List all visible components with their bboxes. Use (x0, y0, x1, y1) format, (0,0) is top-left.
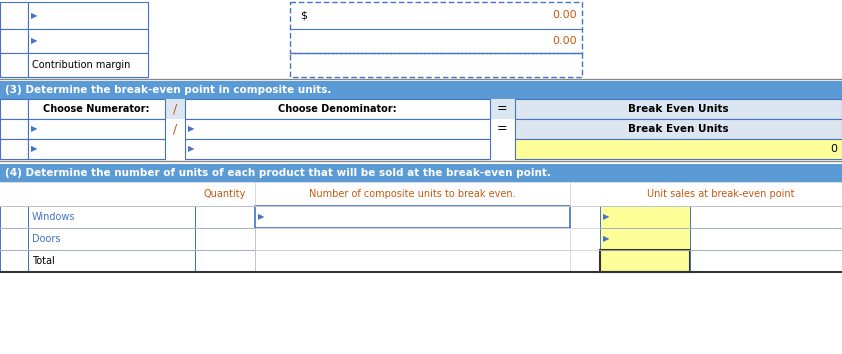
Bar (28, 29, 148, 53)
Bar (0, 228, 28, 250)
Text: $: $ (300, 11, 307, 21)
Text: Number of composite units to break even.: Number of composite units to break even. (309, 189, 515, 199)
Text: ▶: ▶ (31, 125, 38, 133)
Bar (185, 119, 490, 139)
Bar (0, 228, 842, 250)
Text: ▶: ▶ (188, 125, 195, 133)
Bar (0, 119, 28, 139)
Bar (290, 2, 582, 53)
Bar (185, 139, 490, 159)
Bar (0, 164, 842, 182)
Bar (0, 206, 28, 228)
Text: ▶: ▶ (31, 36, 38, 46)
Text: Windows: Windows (32, 212, 76, 222)
Bar (195, 228, 255, 250)
Text: ▶: ▶ (31, 11, 38, 20)
Bar (28, 228, 195, 250)
Text: Break Even Units: Break Even Units (627, 104, 728, 114)
Bar (255, 206, 570, 228)
Bar (0, 99, 28, 119)
Text: Total: Total (32, 256, 55, 266)
Text: Break Even Units: Break Even Units (627, 124, 728, 134)
Bar (28, 250, 195, 272)
Bar (0, 250, 28, 272)
Text: ▶: ▶ (188, 144, 195, 154)
Bar (195, 250, 255, 272)
Bar (290, 53, 582, 77)
Text: (3) Determine the break-even point in composite units.: (3) Determine the break-even point in co… (5, 85, 332, 95)
Bar (185, 99, 490, 119)
Text: 0: 0 (830, 144, 837, 154)
Bar (0, 53, 28, 77)
Text: Doors: Doors (32, 234, 61, 244)
Bar (0, 99, 842, 119)
Text: =: = (497, 122, 508, 136)
Bar (600, 228, 690, 250)
Bar (600, 206, 690, 228)
Text: ▶: ▶ (603, 234, 610, 244)
Text: (4) Determine the number of units of each product that will be sold at the break: (4) Determine the number of units of eac… (5, 168, 551, 178)
Bar (690, 206, 842, 228)
Text: ▶: ▶ (603, 212, 610, 222)
Bar (515, 119, 842, 139)
Bar (600, 250, 690, 272)
Text: ▶: ▶ (258, 212, 264, 222)
Bar (690, 250, 842, 272)
Bar (515, 99, 842, 119)
Bar (255, 228, 570, 250)
Text: Contribution margin: Contribution margin (32, 60, 131, 70)
Text: Unit sales at break-even point: Unit sales at break-even point (647, 189, 795, 199)
Text: 0.00: 0.00 (552, 36, 577, 46)
Text: =: = (497, 103, 508, 115)
Text: 0.00: 0.00 (552, 11, 577, 21)
Bar (195, 206, 255, 228)
Text: ▶: ▶ (31, 144, 38, 154)
Bar (28, 139, 165, 159)
Bar (0, 81, 842, 99)
Text: /: / (173, 103, 177, 115)
Bar (0, 206, 842, 228)
Bar (0, 139, 28, 159)
Bar (28, 2, 148, 29)
Bar (28, 119, 165, 139)
Bar (0, 2, 28, 29)
Bar (28, 99, 165, 119)
Text: Quantity: Quantity (204, 189, 246, 199)
Bar (255, 250, 570, 272)
Bar (515, 139, 842, 159)
Bar (28, 53, 148, 77)
Text: Choose Numerator:: Choose Numerator: (43, 104, 149, 114)
Bar (28, 206, 195, 228)
Bar (0, 29, 28, 53)
Bar (0, 250, 842, 272)
Text: /: / (173, 122, 177, 136)
Text: Choose Denominator:: Choose Denominator: (278, 104, 397, 114)
Bar (690, 228, 842, 250)
Bar (0, 182, 842, 206)
